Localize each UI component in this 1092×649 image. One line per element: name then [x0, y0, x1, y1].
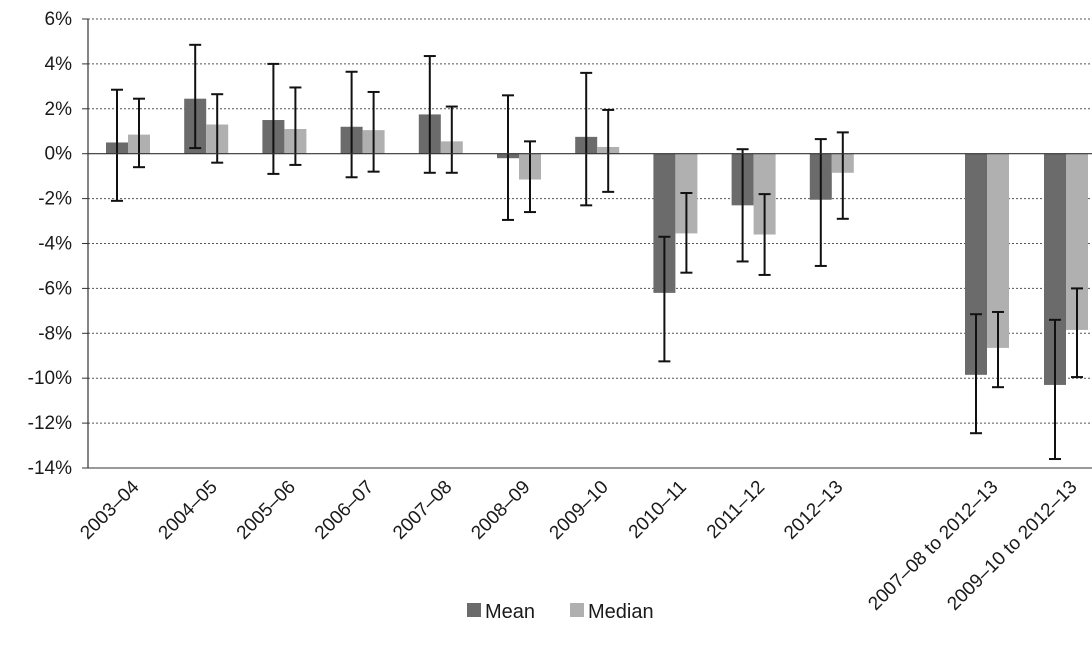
- x-tick-label: 2011–12: [703, 477, 769, 543]
- x-axis: 2003–04 2004–05 2005–06 2006–07 2007–08 2008–…: [76, 153, 1092, 615]
- y-axis: 6% 4% 2% 0% -2% -4% -6% -8% -10% -12% -14%: [28, 9, 89, 479]
- x-tick-label: 2004–05: [155, 477, 222, 544]
- legend-label-mean: Mean: [485, 601, 535, 623]
- x-tick-label: 2008–09: [467, 477, 534, 544]
- x-tick-label: 2007–08 to 2012–13: [864, 477, 1002, 615]
- legend-label-median: Median: [588, 601, 654, 623]
- error-bars: [111, 43, 1083, 461]
- x-tick-label: 2003–04: [76, 476, 143, 543]
- x-tick-label: 2009–10: [546, 477, 613, 544]
- y-tick-label: -10%: [28, 368, 72, 389]
- x-tick-label: 2009–10 to 2012–13: [943, 477, 1081, 615]
- bar-mean: [965, 153, 987, 375]
- y-tick-label: -14%: [28, 458, 72, 479]
- bar-median: [987, 153, 1009, 348]
- bars: [106, 98, 1088, 385]
- y-tick-label: -8%: [38, 323, 72, 344]
- x-tick-label: 2005–06: [233, 477, 300, 544]
- x-tick-label: 2010–11: [625, 477, 691, 543]
- y-tick-label: 6%: [45, 9, 73, 30]
- gridlines: [88, 18, 1092, 469]
- y-tick-label: -2%: [38, 189, 72, 210]
- y-tick-label: -12%: [28, 413, 72, 434]
- x-tick-label: 2006–07: [311, 477, 378, 544]
- y-tick-label: -4%: [38, 234, 72, 255]
- x-tick-label: 2012–13: [780, 477, 847, 544]
- legend-swatch-mean: [467, 603, 481, 617]
- legend: Mean Median: [467, 601, 654, 623]
- legend-swatch-median: [570, 603, 584, 617]
- y-tick-label: -6%: [38, 278, 72, 299]
- bar-mean: [653, 153, 676, 293]
- bar-median: [1066, 153, 1088, 330]
- y-tick-label: 2%: [45, 99, 73, 120]
- y-tick-label: 0%: [45, 144, 73, 165]
- y-tick-label: 4%: [45, 54, 73, 75]
- bar-mean: [1044, 153, 1066, 385]
- x-tick-label: 2007–08: [389, 477, 456, 544]
